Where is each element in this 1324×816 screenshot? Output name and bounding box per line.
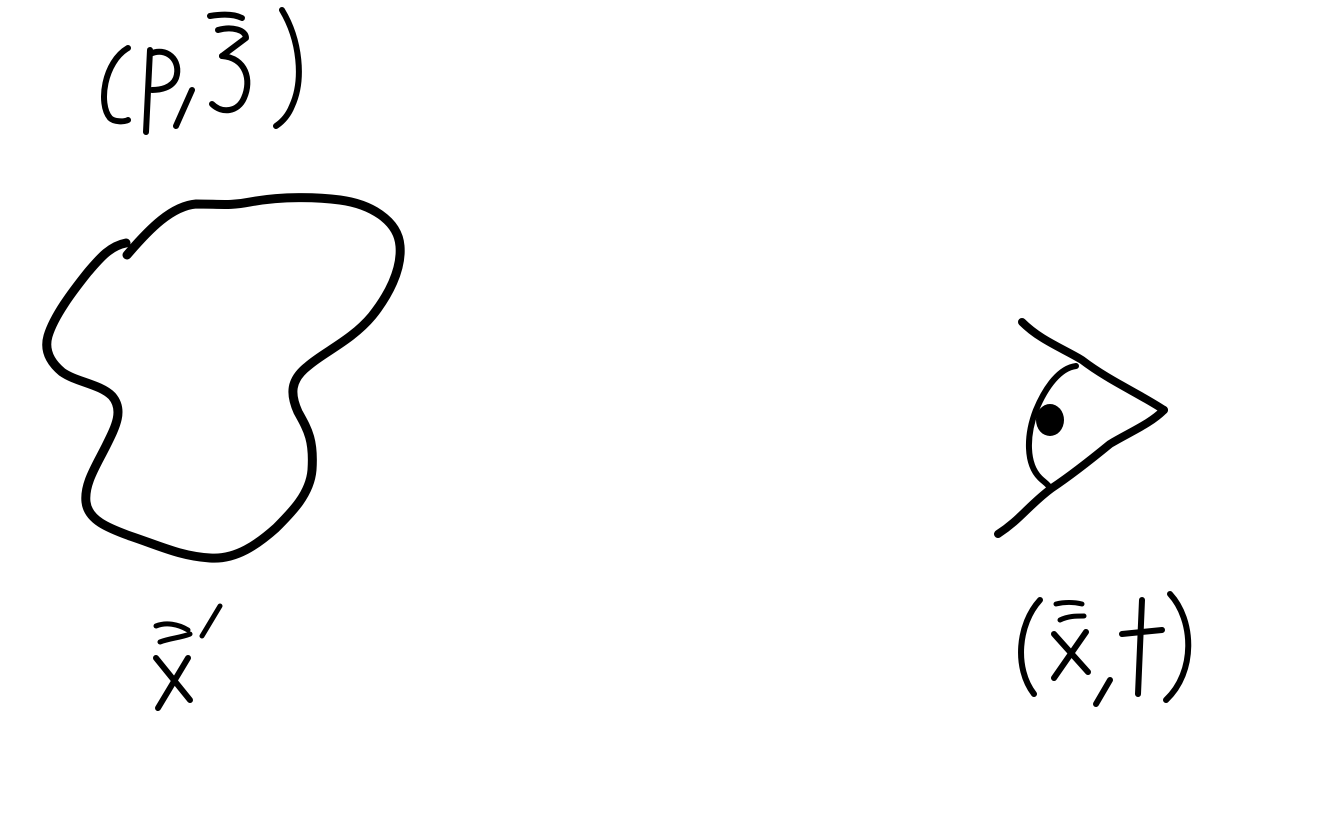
- eye-icon: [994, 318, 1168, 538]
- source-position-label: x': [153, 603, 223, 711]
- source-blob: [42, 193, 405, 563]
- pupil-dot: [1036, 404, 1064, 436]
- observer-label: (x,t): [1018, 591, 1192, 707]
- source-label: (p,z): [101, 7, 302, 135]
